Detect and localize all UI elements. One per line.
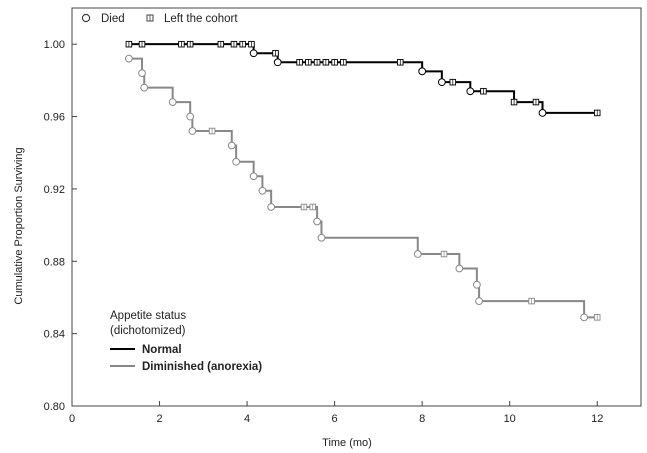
y-tick-label: 0.84 <box>44 329 65 341</box>
censored-marker <box>313 59 321 66</box>
markers-layer <box>124 40 601 322</box>
censored-marker <box>230 40 238 48</box>
censored-marker <box>322 59 330 66</box>
censored-marker <box>186 40 194 48</box>
death-marker <box>249 49 258 58</box>
censored-marker <box>480 87 487 95</box>
y-axis-title: Cumulative Proportion Surviving <box>13 147 25 304</box>
censored-marker <box>178 40 185 48</box>
censored-marker <box>510 98 518 106</box>
censored-marker <box>397 59 404 66</box>
died-legend-label: Died <box>101 13 125 25</box>
censored-legend-label: Left the cohort <box>164 13 238 25</box>
series-layer <box>128 43 598 319</box>
death-marker <box>475 297 483 305</box>
y-tick-label: 0.80 <box>44 401 65 413</box>
x-tick-label: 2 <box>156 413 162 425</box>
death-marker <box>168 98 177 106</box>
death-marker <box>413 250 422 258</box>
death-marker <box>418 67 427 76</box>
legend-label-normal: Normal <box>142 344 182 356</box>
axis-ticks: 0 2 4 6 8 10 12 0.80 0.84 0.88 0.92 0.96 1.00 <box>44 39 604 425</box>
y-tick-label: 0.96 <box>44 112 65 124</box>
censored-marker <box>532 98 540 106</box>
legend-title-line1: Appetite status <box>110 310 186 322</box>
censored-marker <box>300 203 308 211</box>
death-marker <box>273 58 282 67</box>
series-line-0 <box>128 43 598 114</box>
death-marker <box>455 264 464 273</box>
death-marker <box>232 157 241 166</box>
censored-marker <box>138 40 146 48</box>
x-tick-label: 8 <box>419 413 425 425</box>
censored-marker <box>305 59 312 66</box>
death-marker <box>186 112 195 121</box>
x-tick-label: 0 <box>69 413 75 425</box>
death-marker <box>317 233 326 242</box>
series-line-1 <box>128 57 598 319</box>
censored-marker <box>309 203 316 211</box>
death-marker <box>313 217 322 226</box>
death-marker <box>472 280 481 289</box>
death-marker <box>267 203 276 211</box>
death-marker <box>188 127 197 135</box>
censored-marker <box>528 297 535 305</box>
censored-marker <box>340 59 347 66</box>
death-marker <box>249 172 258 181</box>
x-axis-title: Time (mo) <box>322 437 372 449</box>
censored-marker <box>125 40 133 48</box>
died-legend-marker <box>81 13 91 23</box>
legend-label-diminished: Diminished (anorexia) <box>142 361 262 373</box>
death-marker <box>124 54 133 63</box>
x-tick-label: 12 <box>591 413 603 425</box>
censored-marker <box>239 40 246 48</box>
censored-marker <box>331 59 338 66</box>
censored-marker <box>440 250 448 258</box>
death-marker <box>538 109 547 117</box>
plot-frame <box>71 7 642 407</box>
y-tick-label: 0.88 <box>44 256 65 268</box>
censored-marker <box>593 109 601 117</box>
legend-title-line2: (dichotomized) <box>110 325 186 337</box>
series-legend: Appetite status (dichotomized) Normal Di… <box>110 310 262 373</box>
censored-marker <box>217 40 225 48</box>
x-tick-label: 10 <box>504 413 516 425</box>
censored-marker <box>208 127 216 135</box>
death-marker <box>466 87 475 96</box>
censored-marker <box>248 40 255 48</box>
censored-marker <box>272 49 279 57</box>
y-tick-label: 0.92 <box>44 184 65 196</box>
death-marker <box>437 78 446 87</box>
y-tick-label: 1.00 <box>44 39 65 51</box>
x-tick-label: 6 <box>332 413 338 425</box>
plot-border <box>71 7 642 407</box>
death-marker <box>258 186 267 195</box>
censored-marker <box>296 59 303 66</box>
x-tick-label: 4 <box>244 413 250 425</box>
death-marker <box>140 83 149 92</box>
death-marker <box>138 69 146 78</box>
death-marker <box>580 313 588 322</box>
censored-marker <box>449 78 457 86</box>
censored-marker <box>593 314 601 321</box>
death-marker <box>227 141 236 150</box>
marker-legend: Died Left the cohort <box>81 13 238 25</box>
